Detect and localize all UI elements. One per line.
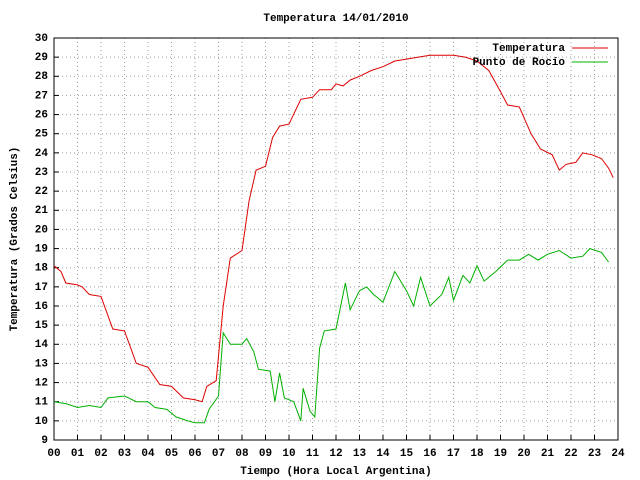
x-tick-label: 21 xyxy=(541,448,555,460)
x-tick-label: 00 xyxy=(47,448,60,460)
x-tick-label: 19 xyxy=(494,448,507,460)
y-tick-label: 30 xyxy=(35,33,48,45)
x-tick-label: 05 xyxy=(165,448,179,460)
x-tick-label: 20 xyxy=(517,448,530,460)
series-line xyxy=(53,248,610,424)
x-tick-label: 13 xyxy=(353,448,367,460)
y-tick-label: 27 xyxy=(35,90,48,102)
x-tick-label: 10 xyxy=(282,448,295,460)
y-tick-label: 14 xyxy=(35,339,49,351)
x-tick-label: 01 xyxy=(71,448,85,460)
x-tick-label: 18 xyxy=(470,448,484,460)
x-tick-label: 17 xyxy=(447,448,460,460)
y-tick-label: 9 xyxy=(41,435,48,447)
y-tick-label: 19 xyxy=(35,243,48,255)
legend-label: Temperatura xyxy=(492,43,565,55)
y-axis-label: Temperatura (Grados Celsius) xyxy=(9,147,21,332)
x-tick-label: 11 xyxy=(306,448,320,460)
x-tick-label: 12 xyxy=(329,448,342,460)
y-tick-label: 13 xyxy=(35,358,49,370)
y-tick-label: 21 xyxy=(35,205,49,217)
y-tick-label: 12 xyxy=(35,377,48,389)
y-tick-label: 18 xyxy=(35,263,49,275)
x-tick-label: 16 xyxy=(423,448,436,460)
x-tick-label: 06 xyxy=(188,448,201,460)
x-tick-label: 04 xyxy=(141,448,155,460)
y-tick-label: 29 xyxy=(35,52,48,64)
x-axis-label: Tiempo (Hora Local Argentina) xyxy=(240,466,431,478)
series-line xyxy=(53,54,614,403)
y-tick-label: 16 xyxy=(35,301,48,313)
x-tick-label: 08 xyxy=(235,448,249,460)
legend-label: Punto de Rocío xyxy=(473,57,566,69)
y-tick-label: 25 xyxy=(35,129,49,141)
y-tick-label: 22 xyxy=(35,186,48,198)
x-tick-label: 09 xyxy=(259,448,272,460)
x-tick-label: 03 xyxy=(118,448,132,460)
x-tick-label: 15 xyxy=(400,448,414,460)
x-tick-label: 24 xyxy=(611,448,625,460)
y-tick-label: 23 xyxy=(35,167,49,179)
y-tick-label: 17 xyxy=(35,282,48,294)
y-tick-label: 24 xyxy=(35,148,49,160)
x-tick-label: 14 xyxy=(376,448,390,460)
y-tick-label: 11 xyxy=(35,397,49,409)
y-tick-label: 15 xyxy=(35,320,49,332)
chart-title: Temperatura 14/01/2010 xyxy=(263,13,408,25)
x-tick-label: 02 xyxy=(94,448,107,460)
y-tick-label: 26 xyxy=(35,109,48,121)
y-tick-label: 10 xyxy=(35,416,48,428)
plot-frame xyxy=(53,37,619,441)
y-tick-label: 28 xyxy=(35,71,49,83)
x-tick-label: 22 xyxy=(564,448,577,460)
x-tick-label: 23 xyxy=(588,448,602,460)
x-tick-label: 07 xyxy=(212,448,225,460)
y-tick-label: 20 xyxy=(35,224,48,236)
